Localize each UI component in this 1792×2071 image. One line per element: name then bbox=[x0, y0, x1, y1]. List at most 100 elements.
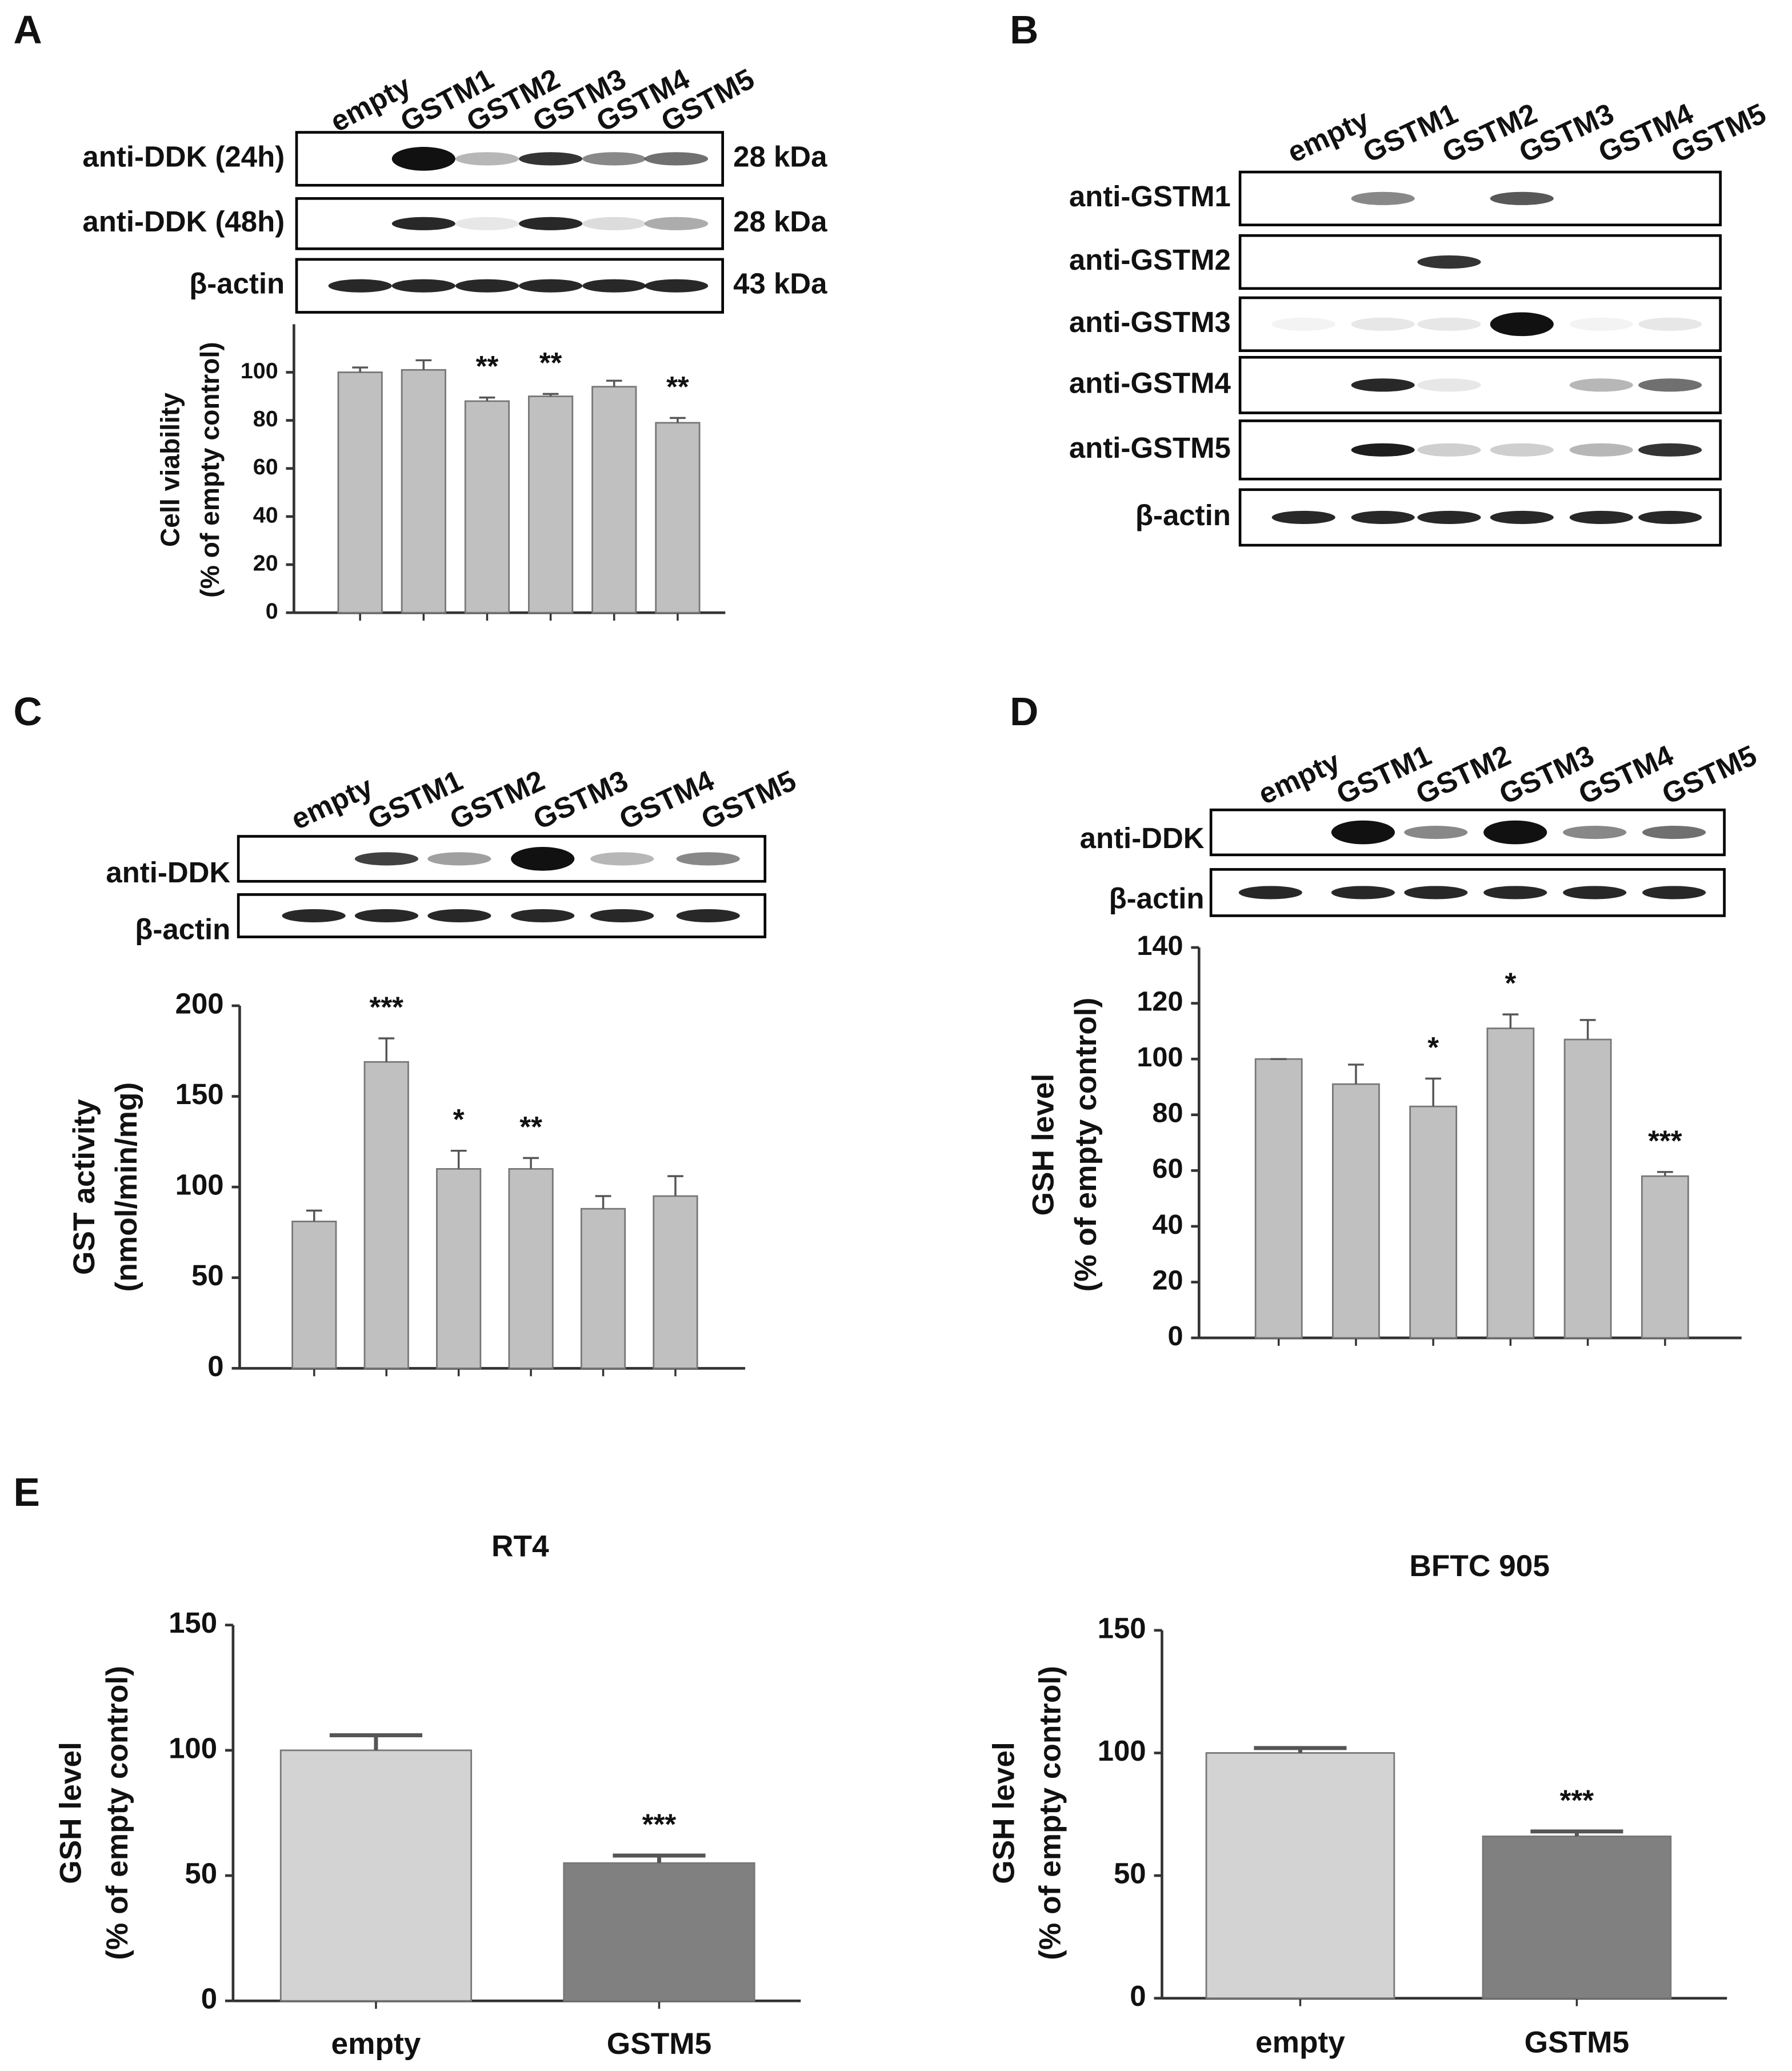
bar bbox=[1486, 1027, 1535, 1339]
blot-band bbox=[455, 217, 519, 230]
y-tick-label: 200 bbox=[175, 987, 224, 1019]
row-label: anti-DDK bbox=[1080, 822, 1205, 854]
blot-band bbox=[1351, 510, 1415, 524]
blot-band bbox=[1490, 312, 1554, 337]
bar bbox=[401, 369, 446, 614]
y-tick-label: 50 bbox=[185, 1857, 217, 1890]
y-tick-label: 100 bbox=[1137, 1042, 1183, 1073]
panel-letter: A bbox=[13, 7, 42, 52]
error-bar bbox=[1254, 1746, 1347, 1753]
bar bbox=[1482, 1835, 1672, 2000]
y-tick-label: 80 bbox=[1152, 1098, 1183, 1129]
blot-band bbox=[354, 852, 419, 866]
panel-letter: B bbox=[1010, 7, 1038, 52]
blot-band bbox=[1238, 886, 1302, 899]
bar bbox=[1205, 1752, 1395, 2000]
y-axis-label: (% of empty control) bbox=[195, 342, 225, 598]
y-axis-label: GST activity bbox=[67, 1099, 101, 1275]
blot-band bbox=[1490, 191, 1554, 205]
bar bbox=[591, 386, 637, 614]
blot-band bbox=[1563, 886, 1627, 899]
row-label: β-actin bbox=[1135, 499, 1231, 531]
bar bbox=[363, 1061, 409, 1369]
blot-frame bbox=[1238, 170, 1722, 226]
blot-band bbox=[1569, 378, 1633, 392]
blot-band bbox=[645, 152, 709, 166]
y-tick-label: 40 bbox=[1152, 1209, 1183, 1240]
x-tick-label: empty bbox=[1255, 2026, 1345, 2060]
error-bar bbox=[306, 1209, 322, 1222]
blot-band bbox=[1351, 443, 1415, 457]
bar bbox=[291, 1221, 337, 1369]
y-tick-label: 150 bbox=[175, 1078, 224, 1110]
significance: *** bbox=[642, 1808, 677, 1840]
lane-label: GSTM4 bbox=[614, 763, 719, 835]
error-bar bbox=[1579, 1019, 1596, 1040]
blot-band bbox=[511, 909, 575, 923]
lane-label: empty bbox=[1253, 745, 1345, 810]
row-label: anti-DDK (48h) bbox=[82, 205, 285, 238]
blot-band bbox=[1483, 886, 1547, 899]
y-tick-label: 150 bbox=[169, 1606, 217, 1639]
bar bbox=[653, 1195, 698, 1369]
error-bar bbox=[415, 359, 432, 370]
y-tick-label: 100 bbox=[175, 1169, 224, 1201]
row-label: anti-DDK (24h) bbox=[82, 140, 285, 173]
blot-band bbox=[1417, 255, 1481, 269]
y-tick-label: 140 bbox=[1137, 930, 1183, 961]
blot-band bbox=[354, 909, 419, 923]
blot-band bbox=[1490, 443, 1554, 457]
blot-band bbox=[1271, 317, 1335, 331]
y-axis-label: (% of empty control) bbox=[1069, 998, 1103, 1292]
blot-band bbox=[1638, 510, 1702, 524]
significance: ** bbox=[666, 370, 689, 403]
y-tick-label: 60 bbox=[253, 454, 278, 479]
blot-band bbox=[391, 147, 455, 171]
blot-band bbox=[391, 217, 455, 230]
kda-label: 43 kDa bbox=[733, 267, 827, 300]
blot-band bbox=[1417, 443, 1481, 457]
significance: ** bbox=[539, 346, 562, 379]
row-label: anti-DDK bbox=[106, 856, 230, 889]
bar bbox=[337, 371, 383, 614]
y-tick-label: 120 bbox=[1137, 986, 1183, 1017]
blot-band bbox=[1351, 317, 1415, 331]
blot-band bbox=[511, 847, 575, 871]
blot-band bbox=[1331, 886, 1395, 899]
blot-band bbox=[1638, 443, 1702, 457]
lane-label: GSTM5 bbox=[1657, 739, 1762, 811]
y-tick-label: 50 bbox=[191, 1259, 224, 1292]
bar bbox=[528, 395, 574, 614]
lane-label: GSTM2 bbox=[445, 764, 550, 836]
y-tick-label: 0 bbox=[1167, 1321, 1183, 1352]
blot-band bbox=[1404, 886, 1468, 899]
error-bar bbox=[667, 1175, 683, 1197]
blot-band bbox=[427, 909, 491, 923]
bar bbox=[279, 1749, 473, 2002]
blot-band bbox=[590, 909, 654, 923]
lane-label: empty bbox=[1282, 103, 1374, 169]
blot-band bbox=[1569, 317, 1633, 331]
y-tick-label: 100 bbox=[241, 358, 278, 383]
row-label: anti-GSTM3 bbox=[1069, 306, 1231, 338]
row-label: β-actin bbox=[1109, 882, 1205, 914]
significance: *** bbox=[370, 991, 404, 1023]
error-bar bbox=[670, 417, 686, 423]
blot-band bbox=[1351, 191, 1415, 205]
blot-band bbox=[1417, 378, 1481, 392]
significance: ** bbox=[476, 350, 499, 382]
blot-band bbox=[519, 279, 583, 293]
lane-label: GSTM3 bbox=[528, 764, 633, 836]
blot-band bbox=[1638, 378, 1702, 392]
y-tick-label: 0 bbox=[201, 1982, 217, 2015]
lane-label: empty bbox=[325, 69, 417, 138]
panel-letter: E bbox=[13, 1470, 39, 1514]
blot-frame bbox=[295, 197, 724, 250]
y-axis-label: GSH level bbox=[1027, 1074, 1061, 1216]
blot-band bbox=[582, 152, 646, 166]
y-tick-label: 0 bbox=[1130, 1980, 1146, 2012]
blot-band bbox=[645, 279, 709, 293]
significance: * bbox=[453, 1103, 465, 1136]
y-tick-label: 20 bbox=[253, 550, 278, 575]
